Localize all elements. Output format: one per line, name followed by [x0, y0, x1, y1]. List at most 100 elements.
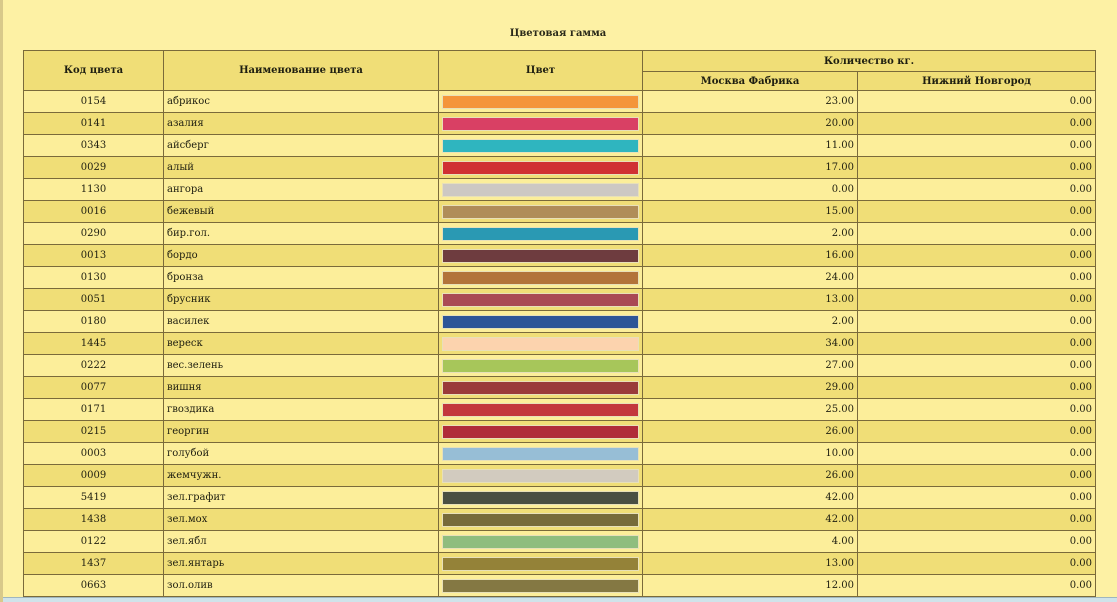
cell-nnovgorod-qty: 0.00	[856, 156, 1097, 179]
cell-nnovgorod-qty: 0.00	[856, 288, 1097, 311]
page-title: Цветовая гамма	[509, 28, 607, 39]
table-row: 0171 гвоздика 25.00 0.00	[23, 398, 1097, 421]
cell-nnovgorod-qty: 0.00	[856, 354, 1097, 377]
cell-moscow-qty: 11.00	[642, 134, 858, 157]
cell-nnovgorod-qty: 0.00	[856, 134, 1097, 157]
cell-moscow-qty: 42.00	[642, 508, 858, 531]
cell-name: василек	[163, 310, 439, 333]
color-swatch	[442, 512, 639, 527]
cell-color	[438, 398, 643, 421]
cell-name: вереск	[163, 332, 439, 355]
cell-code: 0009	[23, 464, 164, 487]
cell-name: брусник	[163, 288, 439, 311]
color-swatch	[442, 336, 639, 351]
table-row: 0343 айсберг 11.00 0.00	[23, 134, 1097, 157]
cell-moscow-qty: 16.00	[642, 244, 858, 267]
cell-name: айсберг	[163, 134, 439, 157]
cell-moscow-qty: 0.00	[642, 178, 858, 201]
table-row: 0013 бордо 16.00 0.00	[23, 244, 1097, 267]
table-row: 1437 зел.янтарь 13.00 0.00	[23, 552, 1097, 575]
cell-nnovgorod-qty: 0.00	[856, 200, 1097, 223]
cell-code: 0154	[23, 90, 164, 113]
color-swatch	[442, 94, 639, 109]
cell-name: бордо	[163, 244, 439, 267]
cell-nnovgorod-qty: 0.00	[856, 574, 1097, 597]
table-row: 0130 бронза 24.00 0.00	[23, 266, 1097, 289]
cell-moscow-qty: 15.00	[642, 200, 858, 223]
cell-color	[438, 574, 643, 597]
table-row: 0290 бир.гол. 2.00 0.00	[23, 222, 1097, 245]
window-bottom-edge	[3, 597, 1117, 602]
table-row: 0029 алый 17.00 0.00	[23, 156, 1097, 179]
cell-nnovgorod-qty: 0.00	[856, 508, 1097, 531]
cell-color	[438, 266, 643, 289]
color-swatch	[442, 380, 639, 395]
cell-color	[438, 222, 643, 245]
cell-name: георгин	[163, 420, 439, 443]
cell-color	[438, 310, 643, 333]
cell-nnovgorod-qty: 0.00	[856, 530, 1097, 553]
cell-color	[438, 354, 643, 377]
cell-moscow-qty: 26.00	[642, 464, 858, 487]
cell-color	[438, 376, 643, 399]
table-row: 0122 зел.ябл 4.00 0.00	[23, 530, 1097, 553]
cell-code: 0029	[23, 156, 164, 179]
cell-name: алый	[163, 156, 439, 179]
cell-code: 1130	[23, 178, 164, 201]
cell-nnovgorod-qty: 0.00	[856, 442, 1097, 465]
color-swatch	[442, 468, 639, 483]
cell-code: 0077	[23, 376, 164, 399]
header-quantity: Количество кг.	[641, 50, 1097, 72]
color-swatch	[442, 248, 639, 263]
cell-nnovgorod-qty: 0.00	[856, 464, 1097, 487]
table-row: 0663 зол.олив 12.00 0.00	[23, 574, 1097, 597]
cell-name: бронза	[163, 266, 439, 289]
cell-code: 0013	[23, 244, 164, 267]
table-row: 0141 азалия 20.00 0.00	[23, 112, 1097, 135]
table-row: 5419 зел.графит 42.00 0.00	[23, 486, 1097, 509]
cell-nnovgorod-qty: 0.00	[856, 244, 1097, 267]
cell-color	[438, 112, 643, 135]
cell-code: 0171	[23, 398, 164, 421]
header-name: Наименование цвета	[163, 50, 439, 91]
cell-moscow-qty: 2.00	[642, 222, 858, 245]
color-swatch	[442, 556, 639, 571]
table-row: 0009 жемчужн. 26.00 0.00	[23, 464, 1097, 487]
cell-color	[438, 244, 643, 267]
cell-color	[438, 134, 643, 157]
color-swatch	[442, 402, 639, 417]
color-swatch	[442, 204, 639, 219]
cell-name: гвоздика	[163, 398, 439, 421]
cell-name: зел.янтарь	[163, 552, 439, 575]
cell-moscow-qty: 12.00	[642, 574, 858, 597]
cell-code: 0141	[23, 112, 164, 135]
color-swatch	[442, 226, 639, 241]
cell-code: 5419	[23, 486, 164, 509]
cell-code: 0130	[23, 266, 164, 289]
cell-color	[438, 420, 643, 443]
cell-color	[438, 552, 643, 575]
cell-nnovgorod-qty: 0.00	[856, 112, 1097, 135]
color-swatch	[442, 182, 639, 197]
cell-name: зел.графит	[163, 486, 439, 509]
cell-name: зел.ябл	[163, 530, 439, 553]
table-row: 0016 бежевый 15.00 0.00	[23, 200, 1097, 223]
cell-moscow-qty: 26.00	[642, 420, 858, 443]
cell-nnovgorod-qty: 0.00	[856, 376, 1097, 399]
cell-color	[438, 530, 643, 553]
cell-nnovgorod-qty: 0.00	[856, 552, 1097, 575]
color-swatch	[442, 490, 639, 505]
color-swatch	[442, 160, 639, 175]
header-nnovgorod: Нижний Новгород	[856, 71, 1097, 91]
color-table: Код цвета Наименование цвета Цвет Количе…	[23, 50, 1097, 597]
cell-color	[438, 200, 643, 223]
cell-nnovgorod-qty: 0.00	[856, 310, 1097, 333]
cell-name: бежевый	[163, 200, 439, 223]
cell-color	[438, 90, 643, 113]
cell-code: 0051	[23, 288, 164, 311]
color-swatch	[442, 116, 639, 131]
cell-name: зел.мох	[163, 508, 439, 531]
cell-code: 1437	[23, 552, 164, 575]
cell-name: зол.олив	[163, 574, 439, 597]
